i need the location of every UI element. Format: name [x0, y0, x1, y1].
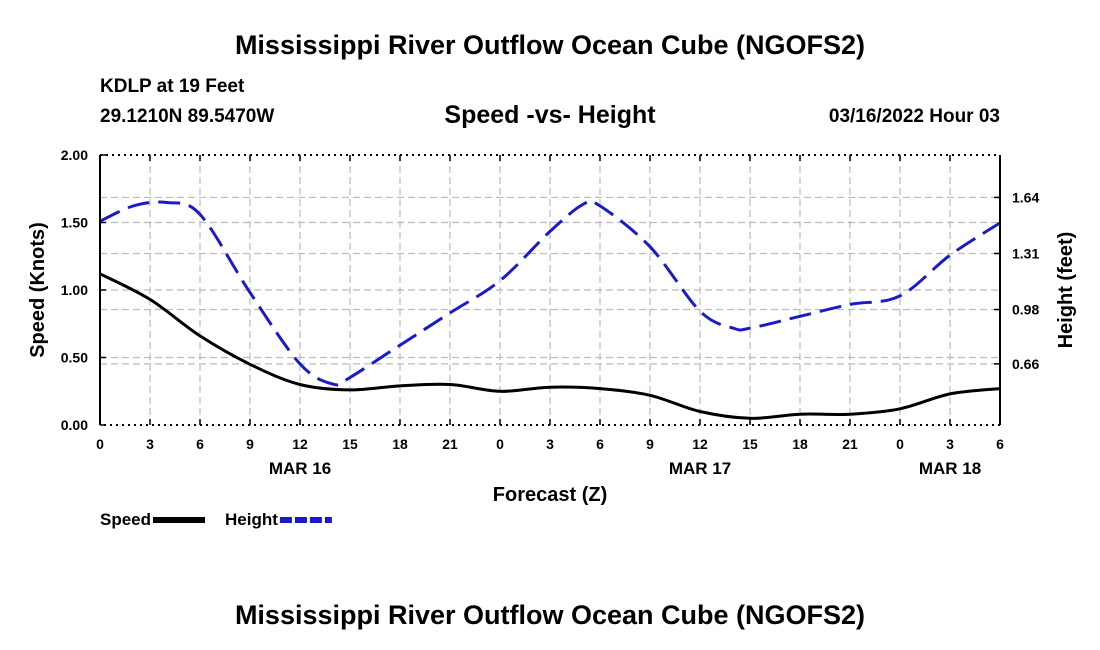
x-tick-label: 3 [146, 436, 154, 452]
date-label: MAR 17 [669, 459, 731, 478]
y2-tick-label: 1.64 [1012, 189, 1039, 205]
y-tick-label: 2.00 [61, 147, 88, 163]
date-label: MAR 16 [269, 459, 331, 478]
x-tick-label: 15 [342, 436, 358, 452]
x-tick-label: 21 [442, 436, 458, 452]
x-tick-label: 12 [292, 436, 308, 452]
x-tick-label: 6 [996, 436, 1004, 452]
date-label: MAR 18 [919, 459, 981, 478]
x-axis-label: Forecast (Z) [493, 484, 607, 506]
x-tick-label: 3 [946, 436, 954, 452]
x-tick-label: 12 [692, 436, 708, 452]
y-tick-label: 0.50 [61, 350, 88, 366]
y-tick-label: 1.00 [61, 282, 88, 298]
x-tick-label: 18 [792, 436, 808, 452]
legend: Speed Height [100, 510, 332, 529]
height-series-line [99, 199, 1001, 387]
main-title: Mississippi River Outflow Ocean Cube (NG… [234, 30, 866, 60]
y2-tick-label: 0.98 [1012, 302, 1039, 318]
x-tick-label: 0 [96, 436, 104, 452]
forecast-datetime: 03/16/2022 Hour 03 [828, 106, 1000, 127]
station-coordinates: 29.1210N 89.5470W [100, 106, 275, 127]
y2-tick-label: 1.31 [1012, 245, 1039, 261]
x-tick-label: 18 [392, 436, 408, 452]
x-tick-label: 21 [842, 436, 858, 452]
chart-title: Speed -vs- Height [444, 101, 656, 129]
legend-label-speed: Speed [100, 510, 151, 529]
axes: 0 3 6 9 12 15 18 21 0 3 6 9 12 15 18 21 0 3 6 0.00 0.50 1.00 1… [61, 147, 1040, 478]
legend-label-height: Height [225, 510, 278, 529]
y-tick-label: 1.50 [61, 215, 88, 231]
speed-series-line [99, 272, 1001, 420]
y-tick-label: 0.00 [61, 417, 88, 433]
x-tick-label: 6 [196, 436, 204, 452]
footer-title: Mississippi River Outflow Ocean Cube (NG… [234, 600, 866, 630]
station-label: KDLP at 19 Feet [100, 76, 245, 97]
x-tick-label: 3 [546, 436, 554, 452]
x-tick-label: 15 [742, 436, 758, 452]
x-tick-label: 6 [596, 436, 604, 452]
y2-tick-label: 0.66 [1012, 356, 1039, 372]
x-tick-label: 0 [496, 436, 504, 452]
x-tick-label: 9 [246, 436, 254, 452]
series-layer [99, 199, 1001, 420]
x-tick-label: 0 [896, 436, 904, 452]
y-axis-label: Speed (Knots) [27, 222, 49, 358]
y2-axis-label: Height (feet) [1055, 232, 1077, 349]
grid [100, 155, 1000, 425]
x-tick-label: 9 [646, 436, 654, 452]
speed-height-chart: 0 3 6 9 12 15 18 21 0 3 6 9 12 15 18 21 0 3 6 0.00 0.50 1.00 1… [27, 147, 1077, 529]
